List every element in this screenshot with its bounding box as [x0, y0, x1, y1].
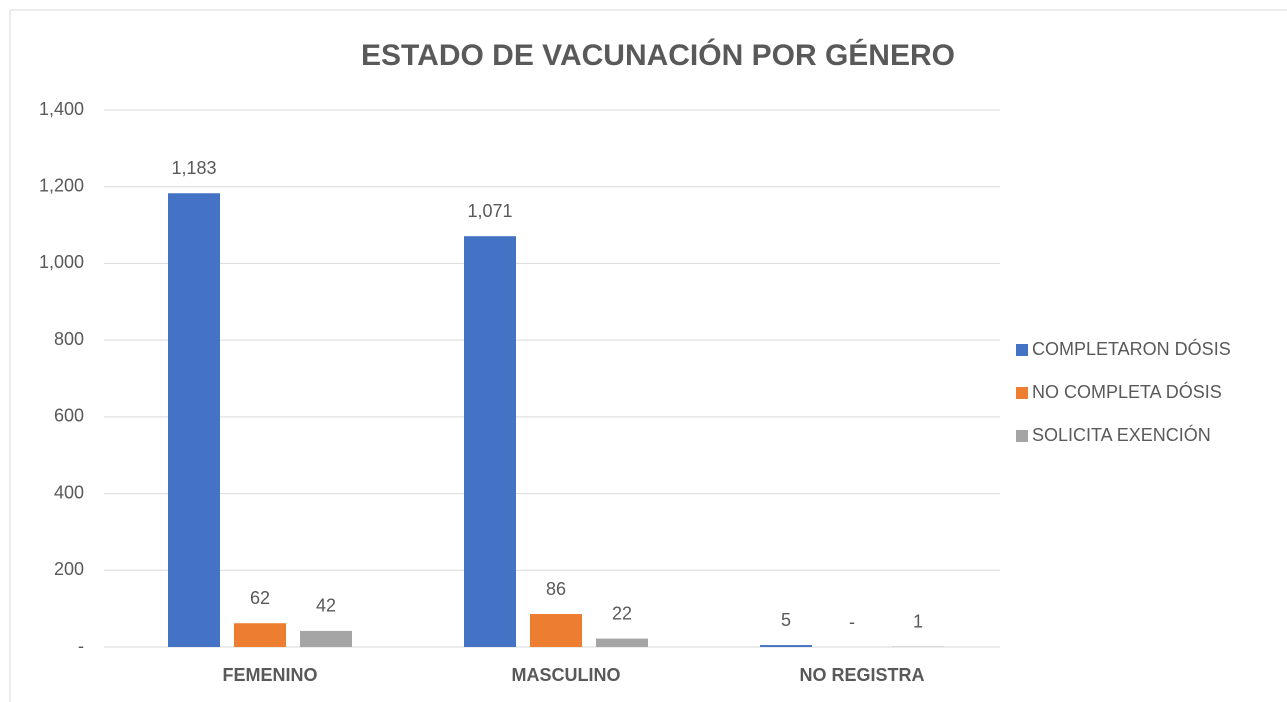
bar	[760, 645, 812, 647]
legend-label: SOLICITA EXENCIÓN	[1032, 424, 1211, 445]
y-tick-label: 800	[54, 329, 84, 349]
y-tick-label: 200	[54, 559, 84, 579]
bar	[168, 193, 220, 648]
bar	[596, 638, 648, 647]
x-tick-label: MASCULINO	[512, 665, 621, 685]
data-label: -	[849, 612, 855, 632]
y-tick-label: 600	[54, 406, 84, 426]
y-tick-label: -	[78, 636, 84, 656]
bar	[464, 236, 516, 647]
legend-label: NO COMPLETA DÓSIS	[1032, 381, 1222, 402]
data-label: 42	[316, 596, 336, 616]
data-label: 1	[913, 611, 923, 631]
data-label: 1,071	[467, 201, 512, 221]
data-label: 62	[250, 588, 270, 608]
data-label: 1,183	[171, 158, 216, 178]
legend-label: COMPLETARON DÓSIS	[1032, 338, 1231, 359]
y-tick-label: 400	[54, 482, 84, 502]
bar	[300, 630, 352, 647]
data-label: 5	[781, 610, 791, 630]
legend-swatch	[1016, 387, 1028, 399]
y-tick-label: 1,000	[39, 252, 84, 272]
x-tick-label: NO REGISTRA	[799, 665, 924, 685]
data-label: 86	[546, 579, 566, 599]
y-tick-label: 1,400	[39, 99, 84, 119]
chart-frame	[9, 9, 1287, 702]
bar	[530, 614, 582, 647]
data-label: 22	[612, 603, 632, 623]
bar	[234, 623, 286, 647]
chart-title: ESTADO DE VACUNACIÓN POR GÉNERO	[361, 38, 955, 72]
x-tick-label: FEMENINO	[222, 665, 317, 685]
legend-swatch	[1016, 430, 1028, 442]
y-tick-label: 1,200	[39, 175, 84, 195]
legend-swatch	[1016, 344, 1028, 356]
